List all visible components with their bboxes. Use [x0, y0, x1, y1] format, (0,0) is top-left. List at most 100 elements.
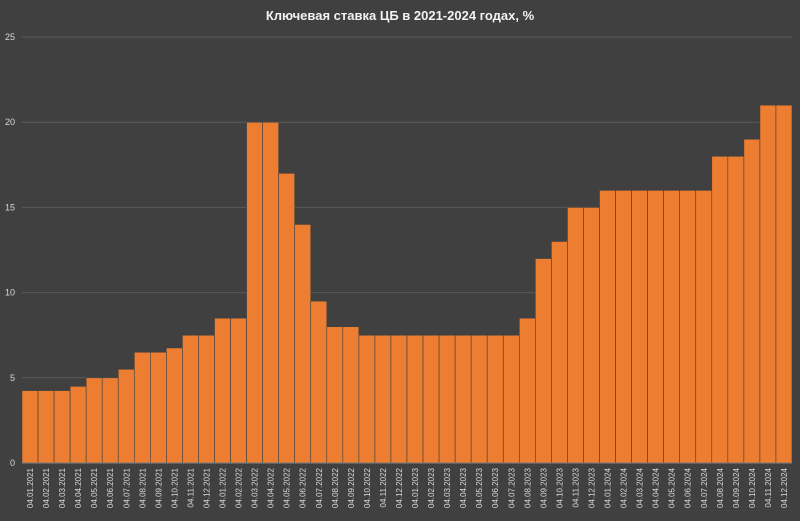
bar — [551, 241, 568, 464]
y-tick-label: 5 — [10, 373, 15, 383]
x-tick-label: 04.11.2023 — [571, 467, 580, 507]
bar — [422, 334, 440, 464]
bar — [358, 334, 376, 464]
bar — [101, 377, 119, 464]
bar — [759, 104, 777, 464]
x-tick-label: 04.10.2023 — [555, 467, 564, 508]
x-tick-label: 04.02.2021 — [42, 467, 51, 508]
x-tick-label: 04.02.2023 — [427, 467, 436, 508]
y-tick-label: 10 — [5, 288, 15, 298]
bar — [198, 334, 215, 464]
x-tick-label: 04.08.2024 — [716, 467, 725, 508]
x-tick-label: 04.01.2021 — [26, 467, 35, 508]
x-tick-label: 04.06.2024 — [684, 467, 693, 508]
bar — [454, 334, 472, 464]
bar — [390, 334, 408, 464]
x-tick-label: 04.11.2021 — [186, 467, 195, 507]
x-tick-label: 04.12.2022 — [395, 467, 404, 508]
bar — [567, 207, 584, 464]
bar — [37, 390, 55, 464]
bar — [53, 390, 71, 464]
y-tick-label: 25 — [5, 32, 15, 42]
bar — [615, 190, 632, 464]
bar — [647, 190, 664, 464]
x-tick-label: 04.02.2022 — [235, 467, 244, 508]
bar — [214, 317, 231, 464]
bar — [438, 334, 456, 464]
x-tick-label: 04.06.2023 — [491, 467, 500, 508]
bar — [262, 121, 279, 464]
bar — [182, 334, 199, 464]
y-tick-labels: 0 5 10 15 20 25 — [5, 32, 15, 468]
x-tick-label: 04.11.2024 — [764, 467, 773, 507]
bar — [117, 368, 135, 464]
x-tick-label: 04.11.2022 — [379, 467, 388, 507]
bar — [711, 155, 729, 464]
x-tick-label: 04.12.2024 — [780, 467, 789, 508]
bars — [21, 104, 793, 464]
x-tick-label: 04.12.2021 — [202, 467, 211, 508]
bar — [518, 317, 536, 464]
x-tick-label: 04.08.2021 — [138, 467, 147, 508]
x-tick-label: 04.12.2023 — [587, 467, 596, 508]
bar — [150, 351, 167, 464]
x-tick-label: 04.09.2022 — [347, 467, 356, 508]
x-tick-label: 04.04.2024 — [652, 467, 661, 508]
bar — [406, 334, 424, 464]
chart-title: Ключевая ставка ЦБ в 2021-2024 годах, % — [266, 8, 535, 23]
bar — [374, 334, 392, 464]
x-tick-label: 04.05.2023 — [475, 467, 484, 508]
bar — [69, 386, 87, 464]
bar — [502, 334, 520, 464]
x-tick-label: 04.10.2024 — [748, 467, 757, 508]
x-tick-label: 04.07.2021 — [122, 467, 131, 508]
x-tick-labels: 04.01.2021 04.02.2021 04.03.2021 04.04.2021… — [26, 467, 789, 508]
x-tick-label: 04.04.2022 — [267, 467, 276, 508]
x-tick-label: 04.07.2022 — [315, 467, 324, 508]
bar — [679, 190, 697, 464]
x-tick-label: 04.07.2023 — [507, 467, 516, 508]
bar — [342, 326, 360, 464]
bar — [230, 317, 247, 464]
y-tick-label: 20 — [5, 117, 15, 127]
y-tick-label: 0 — [10, 458, 15, 468]
bar — [583, 207, 600, 464]
bar — [663, 190, 681, 464]
x-tick-label: 04.08.2022 — [331, 467, 340, 508]
x-tick-label: 04.03.2021 — [58, 467, 67, 508]
x-tick-label: 04.05.2022 — [283, 467, 292, 508]
bar — [310, 300, 328, 464]
x-tick-label: 04.06.2021 — [106, 467, 115, 508]
x-tick-label: 04.08.2023 — [523, 467, 532, 508]
x-tick-label: 04.10.2021 — [170, 467, 179, 508]
x-tick-label: 04.01.2023 — [411, 467, 420, 508]
x-tick-label: 04.09.2024 — [732, 467, 741, 508]
x-tick-label: 04.03.2023 — [443, 467, 452, 508]
x-tick-label: 04.09.2021 — [154, 467, 163, 508]
bar — [294, 224, 312, 464]
x-tick-label: 04.03.2024 — [636, 467, 645, 508]
x-tick-label: 04.01.2024 — [604, 467, 613, 508]
x-tick-label: 04.10.2022 — [363, 467, 372, 508]
bar — [743, 138, 761, 464]
x-tick-label: 04.01.2022 — [219, 467, 228, 508]
bar — [535, 258, 552, 464]
bar — [246, 121, 263, 464]
bar — [775, 104, 793, 464]
bar — [695, 190, 713, 464]
x-tick-label: 04.07.2024 — [700, 467, 709, 508]
x-tick-label: 04.05.2024 — [668, 467, 677, 508]
bar — [727, 155, 745, 464]
bar — [278, 173, 296, 464]
x-tick-label: 04.09.2023 — [539, 467, 548, 508]
x-tick-label: 04.02.2024 — [620, 467, 629, 508]
x-tick-label: 04.06.2022 — [299, 467, 308, 508]
x-tick-label: 04.03.2022 — [251, 467, 260, 508]
x-tick-label: 04.05.2021 — [90, 467, 99, 508]
x-tick-label: 04.04.2021 — [74, 467, 83, 508]
bar — [85, 377, 103, 464]
bar — [166, 347, 183, 464]
bar — [599, 190, 616, 464]
